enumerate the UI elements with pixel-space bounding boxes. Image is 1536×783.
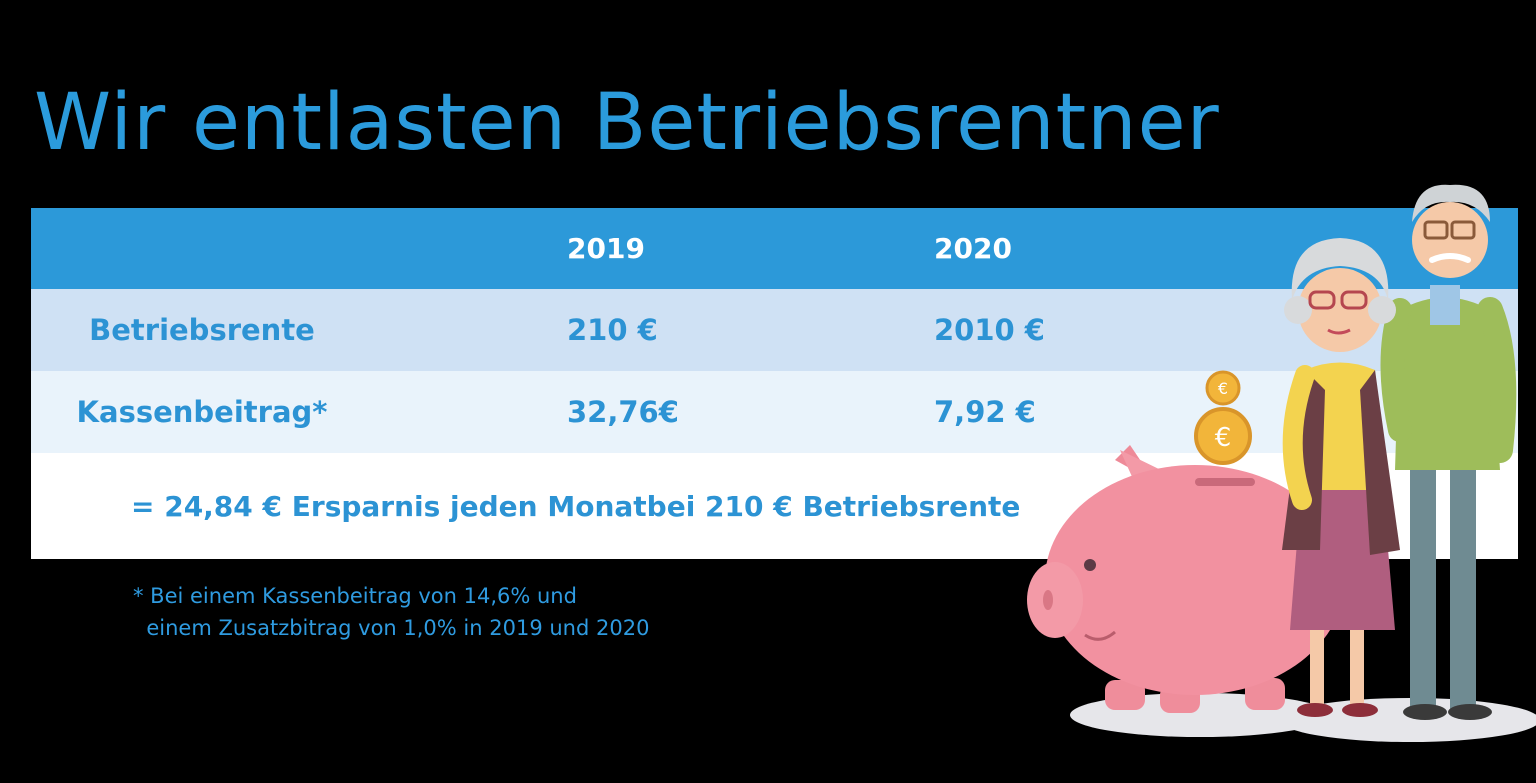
euro-coin-icon: €	[1194, 407, 1252, 465]
header-label-cell	[31, 208, 373, 289]
page-title: Wir entlasten Betriebsrentner	[34, 78, 1220, 168]
grandfather-icon	[1380, 184, 1517, 720]
table-row-kassenbeitrag: Kassenbeitrag* 32,76€ 7,92 €	[31, 371, 1518, 453]
comparison-table: 2019 2020 Betriebsrente 210 € 2010 € Kas…	[31, 208, 1518, 559]
table-header-row: 2019 2020	[31, 208, 1518, 289]
coin-symbol: €	[1218, 379, 1228, 398]
value-2019: 210 €	[567, 313, 658, 347]
grandmother-icon	[1282, 238, 1400, 717]
header-2020: 2020	[934, 232, 1012, 265]
value-2020: 7,92 €	[934, 395, 1036, 429]
row-label: Kassenbeitrag*	[76, 395, 328, 429]
footnote-line-2: einem Zusatzbitrag von 1,0% in 2019 und …	[133, 616, 650, 640]
footnote-line-1: * Bei einem Kassenbeitrag von 14,6% und	[133, 584, 577, 608]
footnote: * Bei einem Kassenbeitrag von 14,6% und …	[133, 580, 649, 644]
table-row-betriebsrente: Betriebsrente 210 € 2010 €	[31, 289, 1518, 371]
piggy-bank-icon	[1027, 445, 1345, 713]
value-2020: 2010 €	[934, 313, 1045, 347]
piggy-bank-couple-illustration: € €	[1027, 184, 1536, 742]
row-label: Betriebsrente	[89, 313, 315, 347]
header-2019: 2019	[567, 232, 645, 265]
euro-coin-icon: €	[1205, 370, 1241, 406]
coin-symbol: €	[1215, 423, 1232, 453]
value-2019: 32,76€	[567, 395, 679, 429]
savings-summary: = 24,84 € Ersparnis jeden Monatbei 210 €…	[131, 489, 1021, 523]
